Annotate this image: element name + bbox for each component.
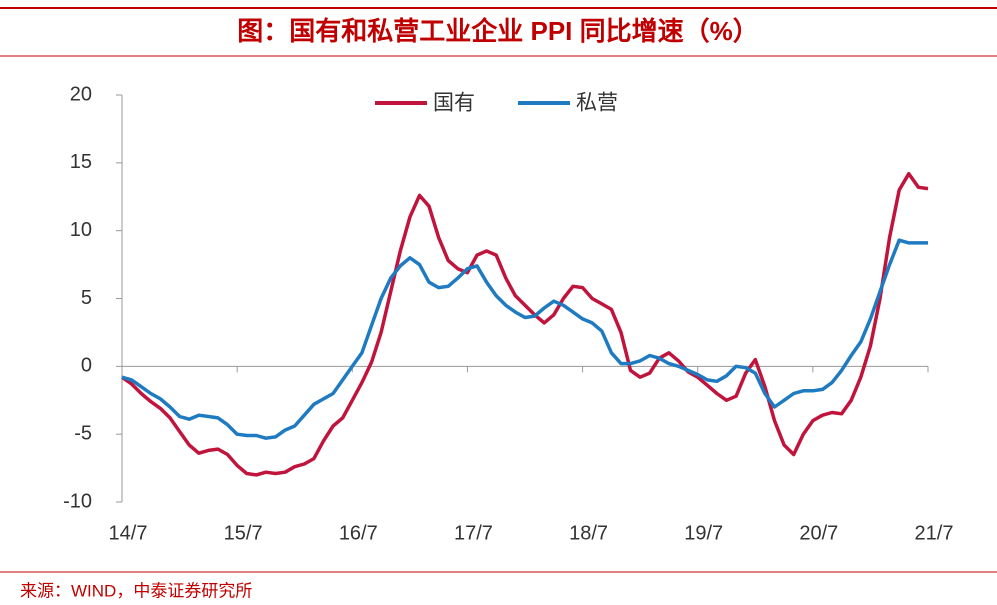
y-tick-label: -5 — [74, 422, 92, 444]
y-tick-label: 0 — [81, 355, 92, 377]
series-line — [121, 238, 928, 440]
x-tick-label: 17/7 — [454, 522, 493, 544]
x-tick-label: 16/7 — [339, 522, 378, 544]
y-tick-label: -10 — [63, 490, 92, 512]
x-tick-label: 20/7 — [799, 522, 838, 544]
x-tick-label: 19/7 — [684, 522, 723, 544]
source: 来源：WIND，中泰证券研究所 — [20, 581, 252, 600]
legend-label: 国有 — [433, 92, 475, 115]
y-tick-label: 20 — [70, 83, 92, 105]
series-line — [120, 171, 929, 477]
y-tick-label: 15 — [70, 151, 92, 173]
legend-label: 私营 — [576, 92, 618, 115]
y-tick-label: 10 — [70, 219, 92, 241]
x-tick-label: 21/7 — [915, 522, 954, 544]
x-tick-label: 18/7 — [569, 522, 608, 544]
x-tick-label: 15/7 — [224, 522, 263, 544]
chart-title: 图：国有和私营工业企业 PPI 同比增速（%） — [237, 16, 758, 46]
y-tick-label: 5 — [81, 287, 92, 309]
x-tick-label: 14/7 — [109, 522, 148, 544]
